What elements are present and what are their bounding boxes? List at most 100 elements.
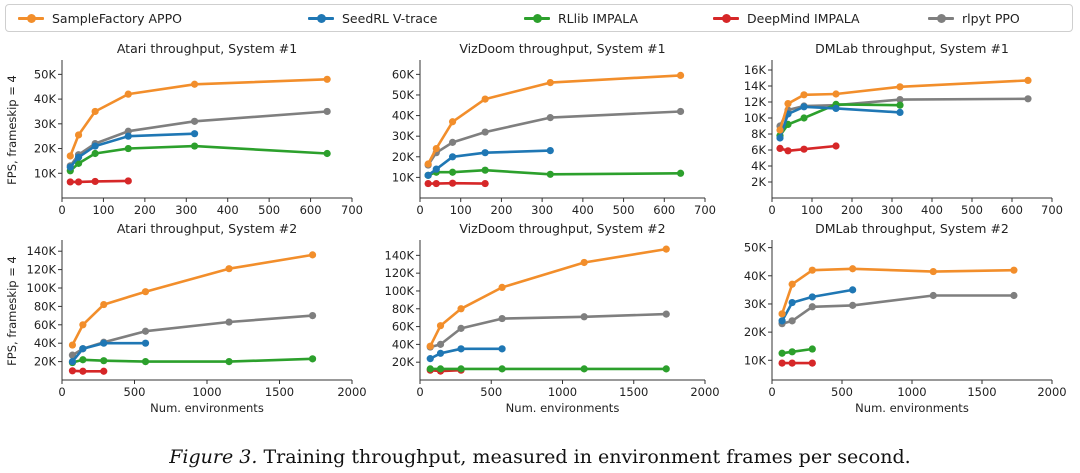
data-point-seedrl-v-trace	[190, 130, 199, 138]
data-point-seedrl-v-trace	[436, 349, 445, 357]
data-point-samplefactory-appo	[832, 90, 840, 98]
x-tick-label: 600	[1001, 203, 1023, 217]
data-point-rlpyt-ppo	[1024, 95, 1032, 103]
data-point-samplefactory-appo	[1010, 266, 1018, 274]
data-point-rllib-impala	[79, 356, 87, 364]
data-point-rllib-impala	[436, 365, 445, 373]
y-tick-label: 80K	[34, 299, 57, 313]
data-point-deepmind-impala	[424, 179, 432, 188]
data-point-samplefactory-appo	[498, 283, 506, 292]
legend-swatch-samplefactory	[18, 9, 44, 27]
charts-canvas: Atari throughput, System #1 10K 20K 30K 40K 5…	[5, 41, 1067, 415]
data-point-samplefactory-appo	[800, 91, 808, 99]
series-line-rllib-impala	[71, 357, 314, 364]
data-point-samplefactory-appo	[896, 83, 904, 91]
x-tick-label: 2000	[1037, 385, 1066, 399]
caption-text: Training throughput, measured in environ…	[263, 446, 911, 468]
y-tick-label: 12K	[744, 95, 767, 109]
data-point-rlpyt-ppo	[788, 317, 796, 325]
x-tick-label: 500	[258, 203, 280, 217]
figure-caption: Figure 3. Training throughput, measured …	[0, 446, 1080, 468]
data-point-samplefactory-appo	[141, 288, 150, 296]
data-point-samplefactory-appo	[66, 152, 74, 160]
x-tick-label: 2000	[337, 385, 366, 399]
data-point-samplefactory-appo	[776, 126, 784, 134]
data-point-seedrl-v-trace	[141, 339, 150, 347]
data-point-samplefactory-appo	[74, 131, 83, 139]
series-line-samplefactory-appo	[428, 247, 668, 348]
x-axis-label: Num. environments	[855, 401, 969, 415]
data-point-rllib-impala	[676, 169, 685, 177]
data-point-rlpyt-ppo	[1010, 291, 1018, 300]
x-tick-label: 700	[341, 203, 363, 217]
y-tick-label: 120K	[27, 263, 57, 277]
x-tick-label: 200	[841, 203, 863, 217]
x-tick-label: 500	[961, 203, 983, 217]
data-point-rllib-impala	[141, 358, 150, 366]
y-tick-label: 20K	[392, 355, 415, 369]
series-line-seedrl-v-trace	[69, 132, 196, 169]
x-tick-label: 700	[1041, 203, 1063, 217]
data-point-samplefactory-appo	[929, 267, 937, 276]
series-line-deepmind-impala	[428, 368, 463, 373]
legend-label-rllib: RLlib IMPALA	[558, 10, 639, 26]
data-point-deepmind-impala	[79, 367, 87, 375]
x-tick-label: 700	[694, 203, 716, 217]
data-point-deepmind-impala	[832, 142, 840, 150]
data-point-rlpyt-ppo	[323, 107, 331, 116]
data-point-samplefactory-appo	[432, 144, 440, 153]
y-tick-label: 30K	[744, 297, 767, 311]
series-line-samplefactory-appo	[426, 74, 682, 166]
series-line-rlpyt-ppo	[426, 110, 682, 167]
chart-title: VizDoom throughput, System #2	[459, 221, 665, 236]
chart-title: DMLab throughput, System #1	[815, 41, 1009, 56]
x-tick-label: 400	[921, 203, 943, 217]
y-tick-label: 2K	[751, 175, 766, 189]
chart-title: Atari throughput, System #1	[117, 41, 297, 56]
data-point-rlpyt-ppo	[676, 107, 685, 116]
y-tick-label: 6K	[751, 143, 766, 157]
data-point-rllib-impala	[323, 149, 331, 158]
data-point-seedrl-v-trace	[896, 108, 904, 116]
series-line-deepmind-impala	[71, 369, 106, 373]
legend-label-rlpyt: rlpyt PPO	[962, 10, 1020, 26]
data-point-rlpyt-ppo	[190, 117, 199, 125]
data-point-rllib-impala	[225, 358, 233, 366]
data-point-rllib-impala	[481, 166, 489, 174]
data-point-samplefactory-appo	[91, 107, 99, 116]
y-tick-label: 40K	[744, 269, 767, 283]
data-point-samplefactory-appo	[457, 305, 465, 313]
x-tick-label: 100	[92, 203, 114, 217]
data-point-seedrl-v-trace	[788, 298, 796, 307]
x-tick-label: 0	[58, 203, 65, 217]
series-line-seedrl-v-trace	[428, 347, 504, 360]
data-point-seedrl-v-trace	[849, 286, 857, 294]
data-point-deepmind-impala	[91, 177, 99, 186]
legend-swatch-deepmind	[713, 9, 739, 27]
x-axis-label: Num. environments	[506, 401, 620, 415]
data-point-samplefactory-appo	[1024, 76, 1032, 84]
data-point-rllib-impala	[896, 101, 904, 109]
data-point-rllib-impala	[498, 365, 506, 373]
data-point-samplefactory-appo	[849, 265, 857, 273]
y-tick-label: 50K	[744, 241, 767, 255]
data-point-samplefactory-appo	[100, 300, 108, 309]
data-point-deepmind-impala	[481, 179, 489, 188]
data-point-seedrl-v-trace	[74, 153, 83, 161]
legend-item-rllib: RLlib IMPALA	[524, 5, 638, 31]
x-tick-label: 400	[572, 203, 594, 217]
data-point-deepmind-impala	[788, 359, 796, 367]
x-tick-label: 200	[134, 203, 156, 217]
data-point-seedrl-v-trace	[91, 142, 99, 150]
legend-label-samplefactory: SampleFactory APPO	[52, 10, 182, 26]
data-point-samplefactory-appo	[784, 100, 792, 108]
data-point-samplefactory-appo	[424, 160, 432, 168]
data-point-seedrl-v-trace	[68, 358, 77, 366]
data-point-samplefactory-appo	[124, 90, 132, 98]
legend-swatch-seedrl	[308, 9, 334, 27]
data-point-rlpyt-ppo	[141, 327, 150, 335]
x-axis-label: Num. environments	[150, 401, 264, 415]
y-tick-label: 60K	[392, 320, 415, 334]
y-tick-label: 140K	[385, 248, 415, 262]
data-point-rllib-impala	[662, 365, 670, 373]
